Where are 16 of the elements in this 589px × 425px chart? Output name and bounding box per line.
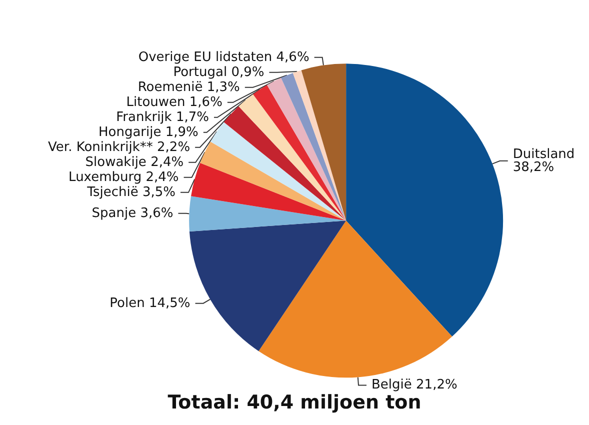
slice-label: Luxemburg 2,4% bbox=[68, 170, 179, 185]
slice-label: Frankrijk 1,7% bbox=[116, 110, 209, 125]
slice-label: Ver. Koninkrijk** 2,2% bbox=[48, 140, 190, 155]
slice-label: Hongarije 1,9% bbox=[98, 124, 198, 140]
slice-label: Spanje 3,6% bbox=[92, 206, 174, 221]
slice-label: Litouwen 1,6% bbox=[126, 94, 222, 110]
text: Totaal: 40,4 miljoen ton bbox=[168, 392, 422, 414]
slice-label: Slowakije 2,4% bbox=[85, 154, 184, 170]
slice-label: Overige EU lidstaten 4,6% bbox=[138, 50, 310, 65]
slice-label: Duitsland bbox=[512, 146, 575, 162]
slice-label: Roemenië 1,3% bbox=[138, 80, 240, 95]
slice-label: Polen 14,5% bbox=[110, 296, 190, 311]
slice-label: Portugal 0,9% bbox=[173, 64, 264, 80]
slice-label: België 21,2% bbox=[372, 378, 458, 393]
data-label: 38,2% bbox=[512, 160, 554, 175]
slice-label: Tsjechië 3,5% bbox=[86, 184, 176, 200]
